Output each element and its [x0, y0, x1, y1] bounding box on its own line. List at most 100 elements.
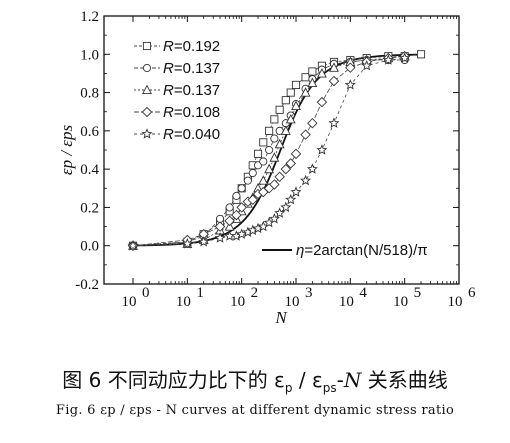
caption-cn-prefix: 图 6 不同动应力比下的 ε — [62, 368, 285, 392]
data-point — [285, 114, 296, 124]
data-point — [290, 148, 302, 160]
fit-legend-label: η=2arctan(N/518)/π — [296, 242, 428, 259]
legend-label: R=0.192 — [163, 38, 220, 55]
legend-label-prefix: R — [163, 60, 174, 77]
data-point — [264, 163, 275, 174]
legend-label-value: =0.192 — [174, 38, 220, 55]
legend-label-prefix: R — [163, 104, 174, 121]
data-point — [275, 105, 284, 114]
data-point — [214, 232, 226, 243]
data-point — [316, 144, 328, 155]
data-point — [328, 75, 340, 87]
data-point — [308, 67, 317, 76]
data-point — [280, 163, 292, 175]
data-point — [198, 236, 210, 247]
chart: 10 0 10 1 10 2 10 3 10 4 10 5 10 6 -0.2 0.0 0.2 0.4 0.6 0.… — [57, 9, 477, 327]
data-point — [248, 168, 257, 178]
data-point — [181, 238, 193, 249]
caption-chinese: 图 6 不同动应力比下的 εp / εps-N 关系曲线 — [0, 364, 510, 395]
data-point — [274, 138, 285, 149]
data-point — [291, 80, 301, 89]
data-point — [399, 52, 411, 63]
data-point — [247, 194, 258, 206]
y-tick-label: 0.0 — [80, 239, 99, 255]
data-point — [301, 73, 310, 82]
data-point — [265, 145, 274, 155]
x-tick-exponent: 0 — [142, 285, 150, 301]
x-tick-exponent: 4 — [359, 285, 367, 301]
data-point — [270, 115, 279, 124]
data-point — [259, 138, 268, 147]
data-point — [127, 239, 139, 251]
legend-marker — [141, 106, 153, 118]
x-tick-label: 10 — [339, 294, 354, 310]
x-tick-exponent: 2 — [251, 285, 259, 301]
legend-label-value: =0.137 — [174, 82, 220, 99]
data-point — [361, 59, 373, 71]
legend-label-prefix: R — [163, 38, 174, 55]
data-point — [285, 193, 297, 205]
series-line — [132, 53, 422, 247]
data-point — [307, 117, 318, 129]
caption-english: Fig. 6 εp / εps - N curves at different … — [55, 403, 455, 418]
data-point — [270, 134, 279, 143]
legend-label-prefix: R — [163, 126, 174, 143]
legend-label: R=0.137 — [163, 60, 220, 77]
data-point — [253, 149, 263, 158]
data-point — [416, 50, 426, 59]
data-point — [232, 191, 241, 200]
caption-cn-sub1: p — [284, 381, 293, 395]
data-point — [300, 87, 311, 97]
fit-legend-expression: =2arctan(N/518)/π — [304, 242, 427, 259]
data-point — [269, 152, 280, 162]
data-point — [344, 79, 356, 90]
fit-legend-symbol: η — [296, 242, 304, 259]
x-tick-label: 10 — [393, 294, 408, 310]
caption-cn-italic: N — [343, 368, 362, 392]
x-tick-label: 10 — [285, 294, 300, 310]
data-point — [237, 184, 246, 193]
legend-label: R=0.040 — [163, 126, 220, 143]
data-point — [269, 179, 280, 190]
data-point — [307, 77, 318, 88]
data-point — [306, 163, 318, 174]
data-point — [224, 221, 235, 231]
data-point — [225, 203, 234, 212]
axis-ticks — [104, 15, 460, 285]
data-point — [280, 125, 291, 135]
legend-marker — [142, 63, 152, 73]
data-point — [382, 54, 394, 65]
x-tick-label: 10 — [230, 294, 245, 310]
x-tick-labels: 10 0 10 1 10 2 10 3 10 4 10 5 10 6 — [122, 285, 477, 310]
series-group — [127, 50, 426, 251]
data-point — [345, 62, 356, 73]
y-tick-label: 1.0 — [80, 47, 99, 63]
x-tick-label: 10 — [448, 294, 463, 310]
x-tick-label: 10 — [122, 294, 137, 310]
data-point — [300, 174, 312, 186]
data-point — [290, 186, 302, 197]
y-axis-title: εp / εps — [57, 125, 76, 176]
data-point — [316, 96, 328, 108]
caption-cn-mid: / ε — [292, 368, 323, 392]
data-point — [268, 213, 280, 224]
data-point — [291, 100, 301, 111]
y-tick-label: 1.2 — [80, 9, 99, 25]
data-point — [231, 209, 242, 221]
data-point — [286, 88, 295, 97]
data-point — [224, 215, 235, 227]
y-tick-label: 0.2 — [80, 200, 99, 216]
legend-marker — [142, 41, 152, 51]
x-tick-label: 10 — [176, 294, 191, 310]
series-star — [127, 52, 411, 251]
legend-label-value: =0.040 — [174, 126, 220, 143]
data-point — [259, 157, 268, 166]
x-tick-exponent: 6 — [468, 285, 476, 301]
legend-label: R=0.108 — [163, 104, 220, 121]
data-point — [316, 68, 327, 78]
y-tick-labels: -0.2 0.0 0.2 0.4 0.6 0.8 1.0 1.2 — [75, 9, 99, 293]
x-tick-exponent: 5 — [414, 285, 422, 301]
legend-marker — [142, 84, 152, 95]
data-point — [236, 202, 247, 213]
